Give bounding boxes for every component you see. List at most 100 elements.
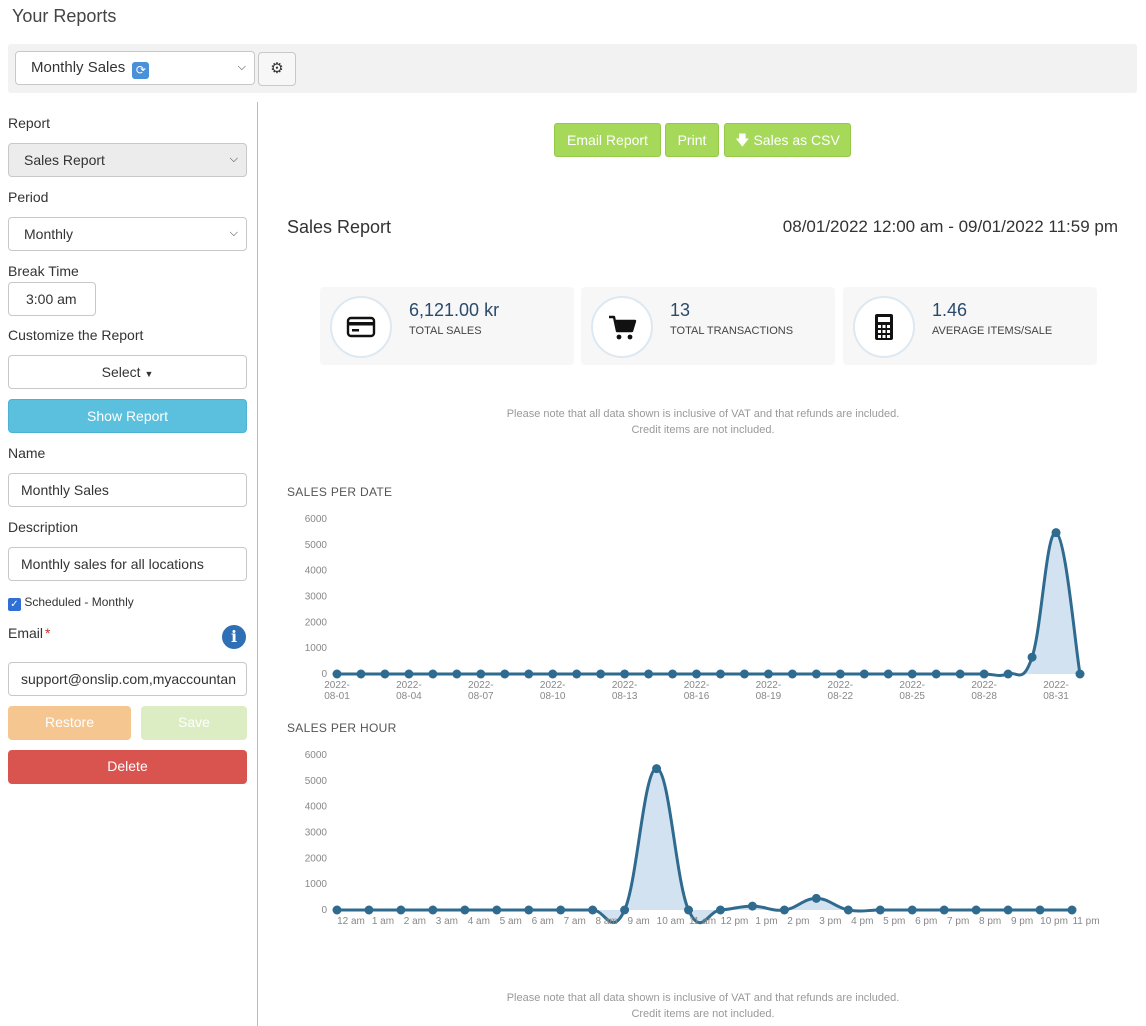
period-label: Period	[8, 189, 49, 205]
data-point	[380, 669, 390, 679]
data-point	[955, 669, 965, 679]
report-date-range: 08/01/2022 12:00 am - 09/01/2022 11:59 p…	[782, 217, 1118, 236]
break-time-label: Break Time	[8, 263, 79, 279]
data-point	[644, 669, 654, 679]
data-point	[907, 669, 917, 679]
customize-select-button[interactable]: Select ▼	[8, 355, 247, 389]
break-time-input[interactable]: 3:00 am	[8, 282, 96, 316]
x-tick-label: 2 am	[404, 916, 426, 927]
customize-label: Customize the Report	[8, 327, 144, 343]
data-point	[556, 905, 566, 915]
period-select[interactable]: Monthly ⌵	[8, 217, 247, 251]
stat-total-sales: 6,121.00 kr TOTAL SALES	[320, 287, 574, 365]
data-point	[572, 669, 582, 679]
vat-note-line2: Credit items are not included.	[631, 424, 775, 436]
x-tick-label: 08-07	[468, 691, 494, 702]
data-point	[332, 669, 342, 679]
data-point	[931, 669, 941, 679]
stat-total-transactions: 13 TOTAL TRANSACTIONS	[581, 287, 835, 365]
data-point	[875, 905, 885, 915]
delete-button[interactable]: Delete	[8, 750, 247, 784]
y-tick-label: 3000	[305, 828, 328, 839]
data-point	[364, 905, 374, 915]
x-tick-label: 5 pm	[883, 916, 905, 927]
settings-button[interactable]: ⚙	[258, 52, 296, 86]
x-tick-label: 6 pm	[915, 916, 937, 927]
y-tick-label: 3000	[305, 592, 328, 603]
x-tick-label: 12 pm	[721, 916, 749, 927]
email-input[interactable]: support@onslip.com,myaccountan	[8, 662, 247, 696]
print-button[interactable]: Print	[665, 123, 719, 157]
x-tick-label: 2022-	[396, 680, 422, 691]
x-tick-label: 08-25	[899, 691, 925, 702]
data-point	[452, 669, 462, 679]
x-tick-label: 10 am	[657, 916, 685, 927]
y-tick-label: 1000	[305, 643, 328, 654]
data-point	[939, 905, 949, 915]
stat-label: AVERAGE ITEMS/SALE	[932, 325, 1053, 337]
x-tick-label: 08-16	[684, 691, 710, 702]
data-point	[811, 893, 821, 903]
x-tick-label: 1 am	[372, 916, 394, 927]
data-point	[1075, 669, 1085, 679]
y-tick-label: 0	[321, 669, 327, 680]
sales-csv-button[interactable]: 🡇 Sales as CSV	[724, 123, 851, 157]
save-button[interactable]: Save	[141, 706, 247, 740]
data-point	[971, 905, 981, 915]
data-point	[739, 669, 749, 679]
data-point	[1027, 652, 1037, 662]
x-tick-label: 8 pm	[979, 916, 1001, 927]
x-tick-label: 4 pm	[851, 916, 873, 927]
data-point	[596, 669, 606, 679]
sales-per-date-chart: 01000200030004000500060002022-08-012022-…	[305, 514, 1085, 702]
series-area	[337, 768, 1072, 923]
sales-per-date-title: SALES PER DATE	[287, 485, 393, 499]
data-point	[524, 905, 534, 915]
sales-csv-label: Sales as CSV	[753, 132, 840, 148]
data-point	[859, 669, 869, 679]
saved-report-select[interactable]: Monthly Sales ⟳ ⌵	[15, 51, 255, 85]
data-point	[883, 669, 893, 679]
y-tick-label: 4000	[305, 802, 328, 813]
x-tick-label: 3 pm	[819, 916, 841, 927]
x-tick-label: 08-04	[396, 691, 422, 702]
email-report-button[interactable]: Email Report	[554, 123, 661, 157]
data-point	[715, 669, 725, 679]
name-label: Name	[8, 445, 46, 461]
x-tick-label: 2022-	[828, 680, 854, 691]
x-tick-label: 9 am	[627, 916, 649, 927]
data-point	[763, 669, 773, 679]
restore-button[interactable]: Restore	[8, 706, 131, 740]
report-type-select[interactable]: Sales Report ⌵	[8, 143, 247, 177]
y-tick-label: 6000	[305, 750, 328, 761]
data-point	[396, 905, 406, 915]
description-input[interactable]: Monthly sales for all locations	[8, 547, 247, 581]
saved-report-select-value: Monthly Sales	[31, 59, 126, 76]
scheduled-checkbox[interactable]: ✓	[8, 598, 21, 611]
email-label-text: Email	[8, 625, 44, 641]
info-icon[interactable]: i	[222, 625, 246, 649]
vat-note-bottom: Please note that all data shown is inclu…	[287, 990, 1119, 1022]
data-point	[1035, 905, 1045, 915]
name-input[interactable]: Monthly Sales	[8, 473, 247, 507]
y-tick-label: 6000	[305, 514, 328, 525]
arrow-down-icon: 🡇	[735, 132, 750, 148]
chevron-down-icon: ⌵	[237, 61, 246, 73]
data-point	[548, 669, 558, 679]
data-point	[907, 905, 917, 915]
show-report-button[interactable]: Show Report	[8, 399, 247, 433]
data-point	[843, 905, 853, 915]
x-tick-label: 2022-	[899, 680, 925, 691]
x-tick-label: 10 pm	[1040, 916, 1068, 927]
x-tick-label: 2022-	[612, 680, 638, 691]
x-tick-label: 1 pm	[755, 916, 777, 927]
report-type-label: Report	[8, 115, 51, 131]
series-area	[337, 532, 1080, 676]
data-point	[620, 905, 630, 915]
data-point	[1003, 905, 1013, 915]
y-tick-label: 5000	[305, 540, 328, 551]
vat-note: Please note that all data shown is inclu…	[287, 406, 1119, 438]
caret-down-icon: ▼	[144, 369, 154, 379]
x-tick-label: 4 am	[468, 916, 490, 927]
x-tick-label: 2022-	[324, 680, 350, 691]
